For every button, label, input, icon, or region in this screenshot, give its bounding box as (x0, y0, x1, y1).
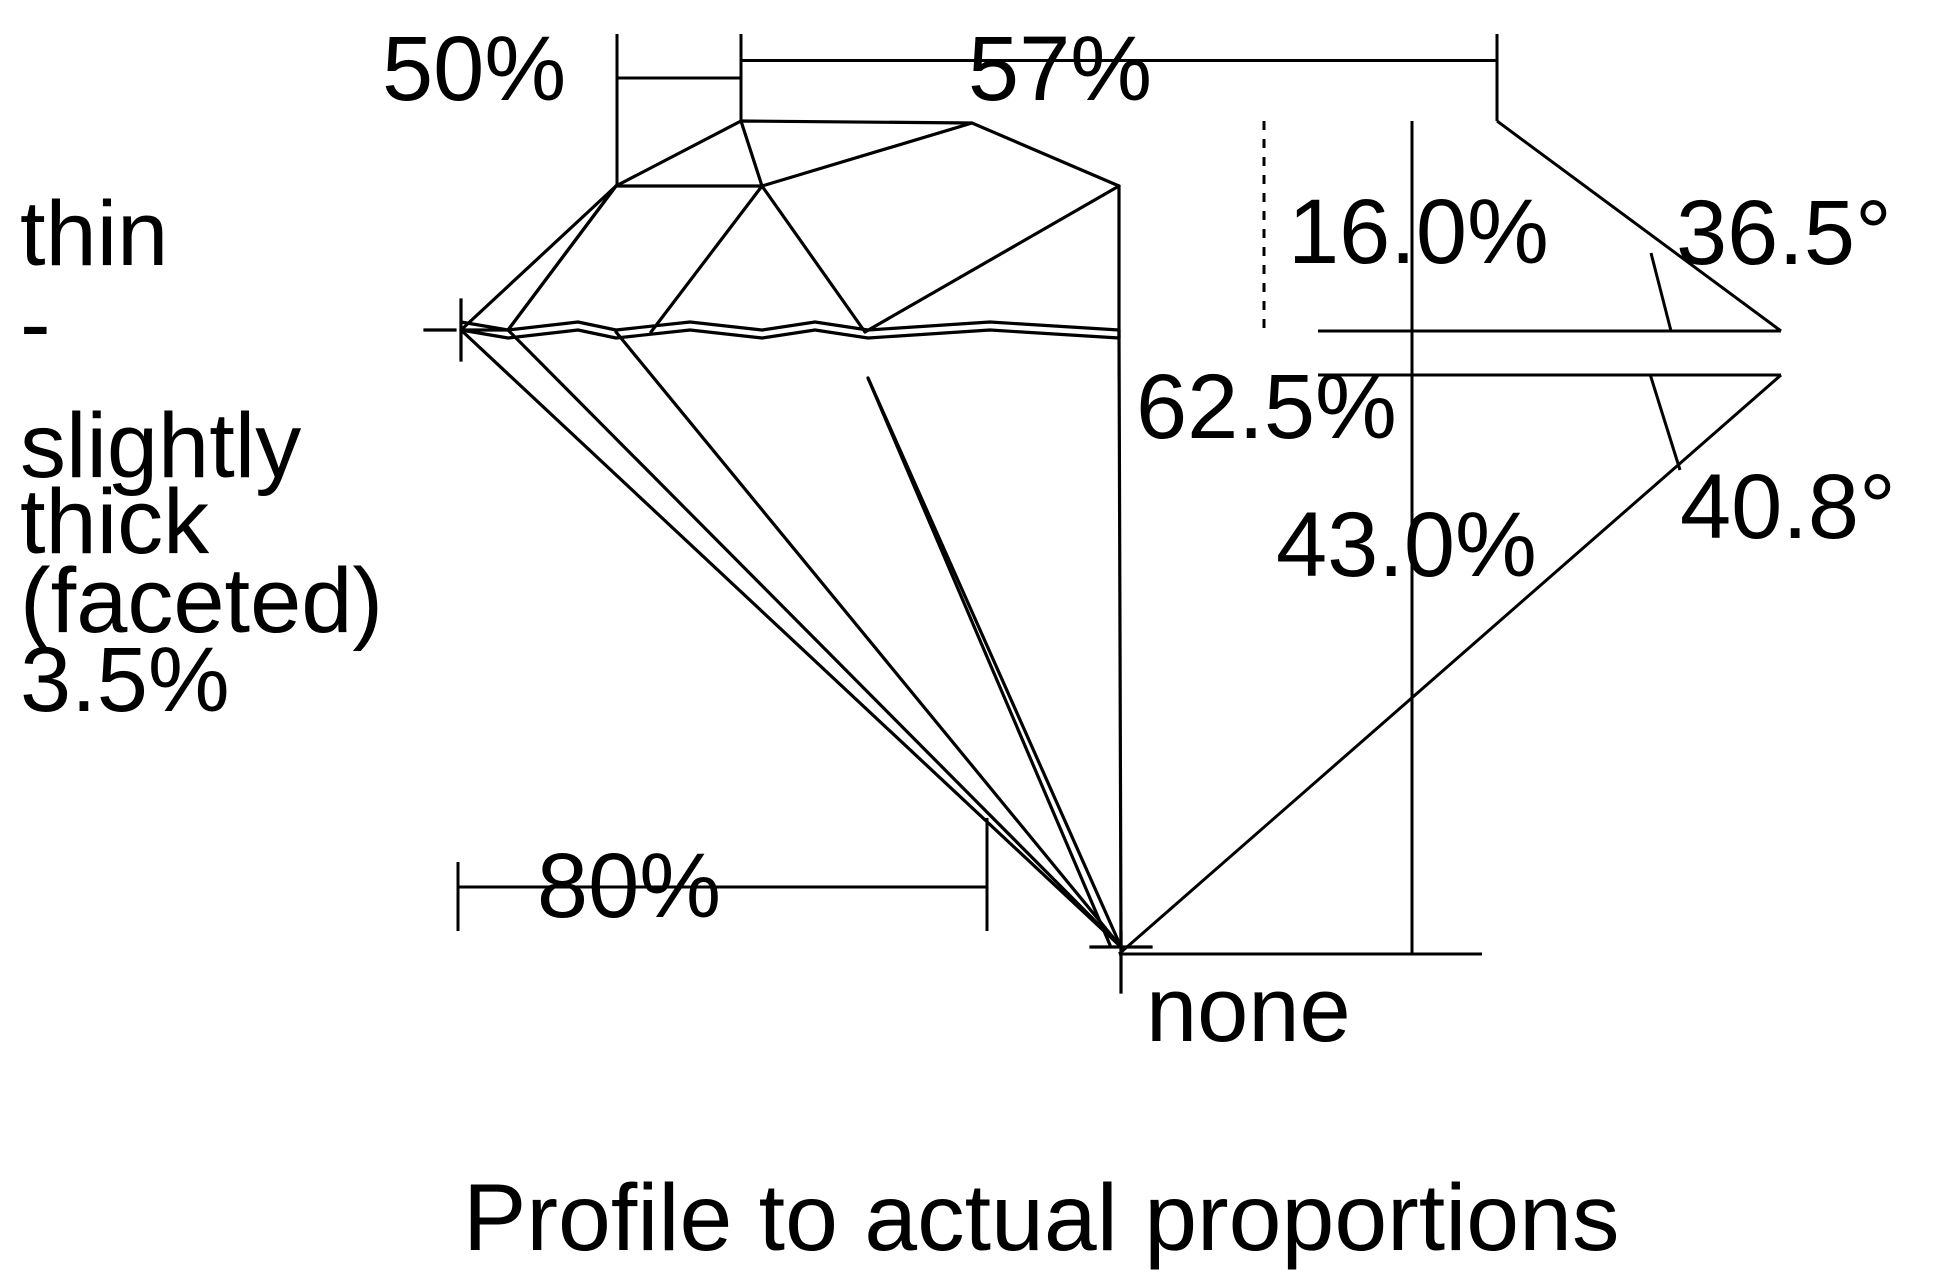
svg-text:Profile to actual proportions: Profile to actual proportions (463, 1165, 1619, 1271)
svg-text:62.5%: 62.5% (1136, 356, 1397, 458)
svg-text:57%: 57% (968, 18, 1152, 120)
svg-text:40.8°: 40.8° (1680, 456, 1896, 558)
svg-text:3.5%: 3.5% (20, 629, 230, 731)
svg-text:80%: 80% (537, 835, 721, 937)
svg-text:50%: 50% (382, 18, 566, 120)
svg-text:none: none (1146, 959, 1351, 1061)
svg-text:16.0%: 16.0% (1288, 181, 1549, 283)
svg-text:43.0%: 43.0% (1276, 494, 1537, 596)
svg-text:-: - (20, 273, 51, 375)
svg-text:36.5°: 36.5° (1676, 182, 1892, 284)
svg-text:thin: thin (20, 183, 168, 285)
